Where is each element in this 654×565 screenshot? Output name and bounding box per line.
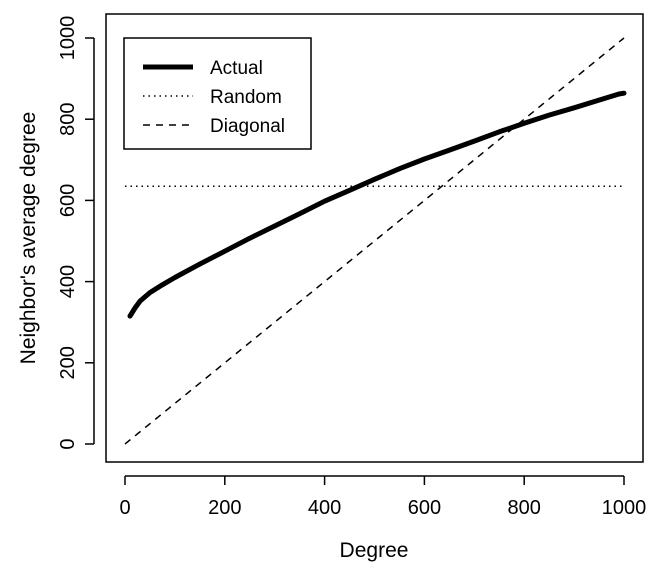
x-tick-label: 400 — [308, 497, 341, 519]
legend-label-random: Random — [210, 87, 282, 108]
y-tick-label: 0 — [57, 438, 79, 449]
y-axis-title: Neighbor's average degree — [17, 112, 40, 365]
x-axis-title: Degree — [340, 539, 409, 562]
plot-area-frame — [105, 13, 644, 463]
legend-label-actual: Actual — [210, 58, 263, 79]
legend-label-diagonal: Diagonal — [210, 116, 285, 137]
y-tick-label: 600 — [57, 184, 79, 217]
y-tick-label: 200 — [57, 346, 79, 379]
x-tick-label: 800 — [508, 497, 541, 519]
legend: Actual Random Diagonal — [123, 37, 312, 150]
legend-box — [123, 37, 312, 150]
series-line-actual — [127, 90, 627, 319]
x-axis: 0 200 400 600 800 1000 — [119, 475, 647, 519]
y-axis: 0 200 400 600 800 1000 — [57, 16, 95, 450]
y-tick-label: 800 — [57, 103, 79, 136]
x-tick-label: 600 — [408, 497, 441, 519]
y-tick-label: 400 — [57, 265, 79, 298]
series-layer — [124, 37, 627, 445]
x-tick-label: 200 — [208, 497, 241, 519]
x-tick-label: 0 — [119, 497, 130, 519]
y-tick-label: 1000 — [57, 16, 79, 61]
x-tick-label: 1000 — [602, 497, 647, 519]
series-line-diagonal — [124, 37, 625, 445]
